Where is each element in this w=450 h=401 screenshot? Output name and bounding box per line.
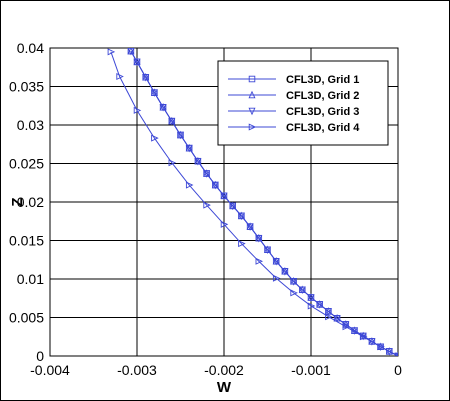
data-point [272, 258, 280, 266]
data-point [116, 72, 124, 80]
data-point [316, 301, 324, 309]
data-point [281, 268, 289, 276]
data-point [272, 274, 281, 282]
y-tick-label: 0.02 [17, 194, 44, 210]
data-point [194, 157, 202, 166]
legend-marker [248, 75, 256, 83]
data-point [263, 246, 272, 255]
axes: -0.004 -0.003 -0.002 -0.001 0 0 0.005 0.01 0.015… [9, 40, 402, 378]
data-point [168, 159, 177, 167]
data-point [342, 323, 351, 331]
data-point [168, 117, 176, 126]
x-tick-label: -0.002 [204, 362, 244, 378]
data-point [368, 338, 376, 346]
x-axis-title: W [217, 379, 232, 396]
data-point [255, 257, 264, 265]
x-tick-label: -0.001 [291, 362, 331, 378]
data-point [133, 106, 142, 114]
y-tick-label: 0 [36, 348, 44, 364]
series-4 [107, 48, 398, 356]
data-point [359, 333, 368, 341]
data-point [203, 170, 211, 178]
data-point [237, 212, 245, 221]
y-tick-label: 0.04 [17, 40, 44, 56]
data-point [229, 202, 237, 211]
data-point [185, 181, 194, 189]
legend-label: CFL3D, Grid 2 [286, 90, 359, 102]
legend-box [217, 60, 389, 146]
data-point [127, 48, 135, 56]
data-point [290, 289, 298, 297]
x-tick-label: -0.003 [117, 362, 157, 378]
series-3 [127, 48, 398, 356]
legend: CFL3D, Grid 1 CFL3D, Grid 2 CFL3D, Grid 3 C… [217, 60, 389, 146]
data-point [307, 302, 316, 310]
data-point [220, 192, 228, 201]
y-tick-label: 0.035 [9, 79, 44, 95]
series-line [130, 50, 398, 356]
data-point [159, 104, 167, 112]
y-tick-label: 0.025 [9, 156, 44, 172]
data-point [238, 240, 246, 248]
data-point [246, 223, 254, 231]
data-point [151, 134, 159, 142]
plot-border [49, 47, 399, 357]
legend-marker [248, 107, 256, 116]
data-point [324, 308, 332, 316]
legend-marker [248, 123, 257, 131]
data-point [107, 48, 116, 56]
y-tick-label: 0.01 [17, 271, 44, 287]
data-point [176, 131, 185, 140]
series-line [110, 51, 398, 356]
data-point [377, 343, 385, 351]
x-tick-label: -0.004 [30, 362, 70, 378]
data-point [290, 278, 298, 286]
data-point [325, 313, 333, 321]
legend-label: CFL3D, Grid 1 [286, 74, 359, 86]
data-point [150, 89, 158, 97]
legend-label: CFL3D, Grid 3 [286, 106, 359, 118]
y-tick-label: 0.005 [9, 310, 44, 326]
y-tick-label: 0.03 [17, 117, 44, 133]
data-point [185, 144, 193, 153]
legend-label: CFL3D, Grid 4 [286, 122, 360, 134]
data-point [203, 201, 211, 209]
x-tick-label: 0 [394, 362, 402, 378]
data-point [142, 74, 150, 82]
y-axis-title: Z [9, 197, 26, 206]
data-point [307, 294, 315, 302]
data-point [211, 181, 219, 190]
series-layer [107, 48, 398, 356]
y-tick-label: 0.015 [9, 233, 44, 249]
data-point [333, 315, 341, 323]
data-point [220, 220, 229, 228]
data-point [255, 234, 263, 243]
data-point [133, 58, 141, 67]
legend-marker [248, 90, 256, 99]
data-point [298, 286, 306, 295]
